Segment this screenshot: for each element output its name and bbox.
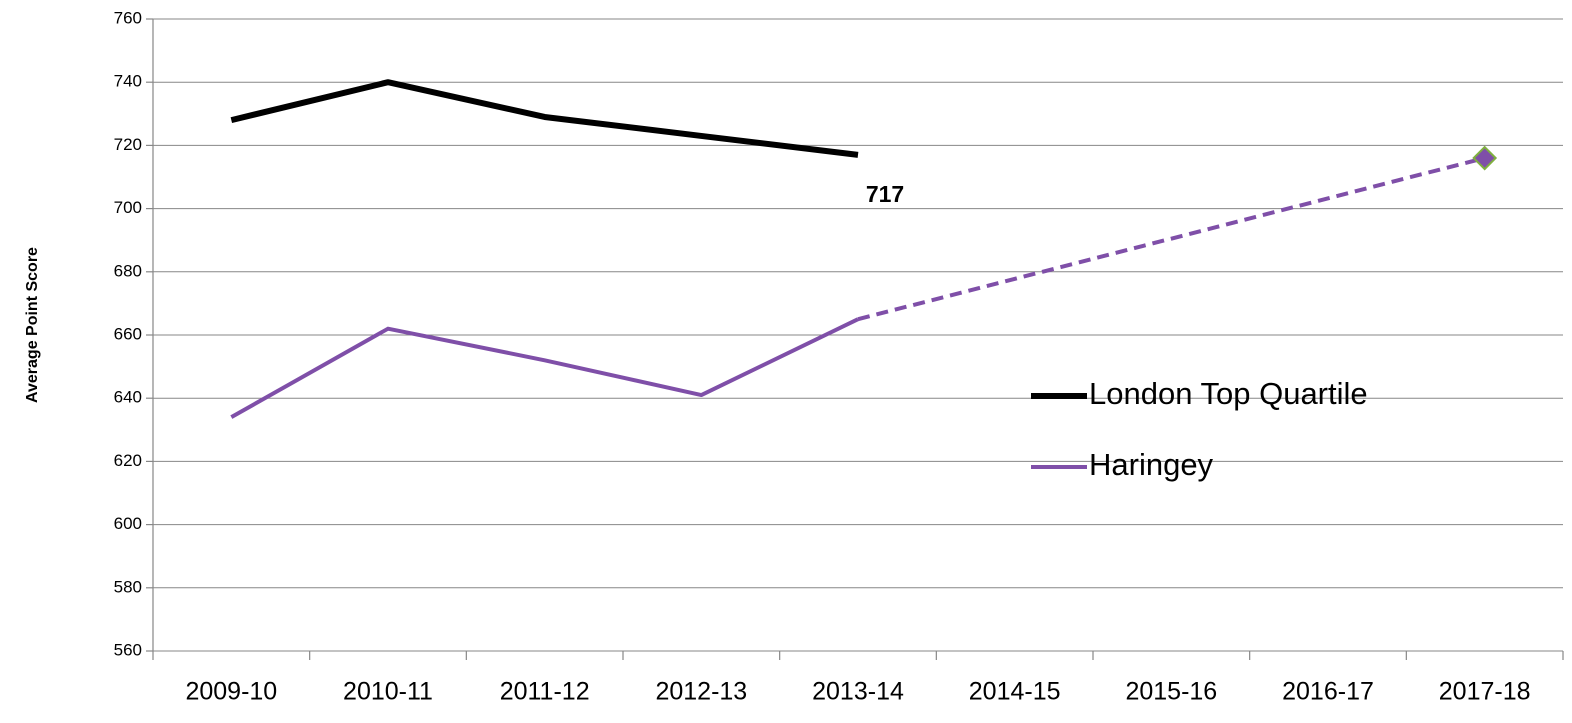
projection-line (857, 156, 1486, 322)
series-line (230, 79, 859, 158)
x-tick-label: 2010-11 (343, 678, 433, 706)
y-tick-label: 560 (114, 640, 142, 659)
y-tick-label: 660 (114, 324, 142, 343)
y-tick-label: 760 (114, 8, 142, 27)
x-tick-label: 2009-10 (185, 678, 277, 706)
x-tick-label: 2016-17 (1282, 678, 1374, 706)
y-tick-label: 640 (114, 388, 142, 407)
x-tick-label: 2017-18 (1439, 678, 1531, 706)
y-axis-label: Average Point Score (24, 247, 41, 403)
y-tick-label: 740 (114, 72, 142, 91)
y-tick-label: 720 (114, 135, 142, 154)
y-tick-label: 600 (114, 514, 142, 533)
x-tick-label: 2014-15 (969, 678, 1061, 706)
x-tick-label: 2012-13 (655, 678, 747, 706)
data-label: 717 (866, 181, 904, 207)
y-tick-label: 620 (114, 451, 142, 470)
x-tick-label: 2011-12 (500, 678, 590, 706)
legend-label: Haringey (1089, 447, 1214, 482)
x-tick-label: 2015-16 (1125, 678, 1217, 706)
y-tick-label: 700 (114, 198, 142, 217)
series-line (230, 317, 859, 419)
end-marker (1472, 145, 1498, 171)
legend-label: London Top Quartile (1089, 376, 1368, 411)
x-tick-label: 2013-14 (812, 678, 904, 706)
y-tick-label: 580 (114, 577, 142, 596)
y-tick-label: 680 (114, 261, 142, 280)
